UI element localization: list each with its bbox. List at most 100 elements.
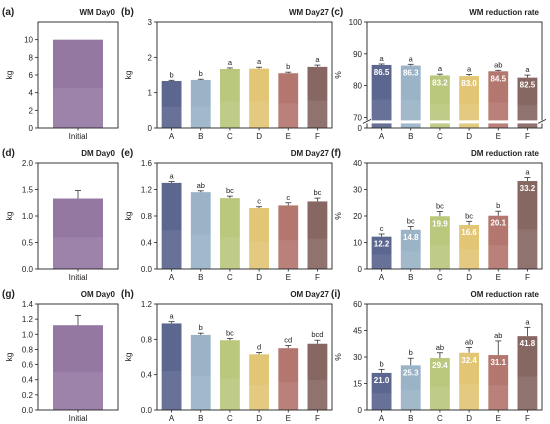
sig-letter: bc xyxy=(226,328,234,337)
bar-shade xyxy=(53,371,103,410)
panel-label: (h) xyxy=(121,289,134,300)
sig-letter: c xyxy=(286,193,290,202)
value-label: 41.8 xyxy=(520,339,536,348)
x-tick-label: B xyxy=(198,414,203,423)
plot-frame xyxy=(366,162,543,270)
x-tick-label: D xyxy=(466,132,472,141)
y-tick-label: 30 xyxy=(353,186,362,195)
bar xyxy=(161,81,182,128)
bar-shade xyxy=(190,234,211,269)
panel-f: (f) DM reduction rate c 12.2 Abc 14.8 Bbc 19.9 C… xyxy=(331,148,543,282)
y-axis-label: % xyxy=(333,353,343,361)
x-tick-label: B xyxy=(198,273,203,282)
x-tick-label: E xyxy=(496,414,501,423)
x-tick-label: E xyxy=(286,414,291,423)
sig-letter: ab xyxy=(436,343,444,352)
y-tick-label: 0.0 xyxy=(22,265,34,274)
x-tick-label: E xyxy=(286,273,291,282)
y-tick-label: 0 xyxy=(358,406,363,415)
y-tick-label: 0.4 xyxy=(22,376,34,385)
sig-letter: bc xyxy=(226,186,234,195)
bar-shade xyxy=(371,254,392,269)
x-tick-label: A xyxy=(169,132,175,141)
x-tick-label: C xyxy=(227,414,233,423)
bar xyxy=(53,198,103,269)
value-label: 82.5 xyxy=(520,81,536,90)
bar-shade xyxy=(220,378,240,410)
value-label: 14.8 xyxy=(403,233,419,242)
sig-letter: a xyxy=(525,317,530,326)
x-tick-label: F xyxy=(525,414,530,423)
y-tick-label: 1.2 xyxy=(22,315,34,324)
bar xyxy=(249,68,269,128)
sig-letter: b xyxy=(409,348,413,357)
sig-letter: bc xyxy=(436,201,444,210)
bar-shade xyxy=(459,104,479,128)
bar-shade xyxy=(307,380,328,410)
bar-shade xyxy=(190,376,211,410)
y-tick-label: 8 xyxy=(29,53,34,62)
panel-label: (i) xyxy=(331,289,340,300)
bar xyxy=(249,354,269,410)
x-tick-label: A xyxy=(379,132,385,141)
y-axis-label: kg xyxy=(123,352,133,361)
bar-shade xyxy=(371,393,392,410)
panel-c: (c) WM reduction rate a 86.5 Aa 86.3 Ba 83.2 Ca 8… xyxy=(331,7,547,141)
x-tick-label: E xyxy=(496,273,501,282)
value-label: 29.4 xyxy=(432,361,448,370)
value-label: 16.6 xyxy=(461,228,477,237)
y-tick-label: 0 xyxy=(358,265,363,274)
bar xyxy=(278,348,299,410)
x-tick-label: D xyxy=(466,273,472,282)
bar xyxy=(278,73,299,128)
x-tick-label: B xyxy=(198,132,203,141)
bar-shade xyxy=(249,241,269,269)
y-tick-label: 80 xyxy=(353,82,362,91)
x-tick-label: C xyxy=(227,132,233,141)
y-tick-label: 3 xyxy=(148,18,153,27)
bar xyxy=(53,325,103,410)
panel-title: OM reduction rate xyxy=(471,290,540,299)
axis-break-mark xyxy=(537,119,547,124)
y-tick-label: 70 xyxy=(353,113,362,122)
panel-title: OM Day0 xyxy=(81,290,116,299)
y-axis-label: kg xyxy=(123,211,133,220)
panel-label: (f) xyxy=(331,148,341,159)
plot-frame xyxy=(366,303,543,411)
bar xyxy=(371,64,392,128)
sig-letter: a xyxy=(169,172,174,181)
bar xyxy=(459,76,479,128)
x-tick-label: F xyxy=(315,132,320,141)
y-tick-label: 0.5 xyxy=(22,239,34,248)
y-tick-label: 0.0 xyxy=(141,406,153,415)
sig-letter: ab xyxy=(465,337,473,346)
panel-title: DM Day27 xyxy=(291,149,330,158)
y-tick-label: 0.0 xyxy=(22,406,34,415)
y-tick-label: 1 xyxy=(148,89,153,98)
sig-letter: cd xyxy=(284,336,292,345)
x-tick-label: Initial xyxy=(69,414,88,423)
sig-letter: b xyxy=(169,70,173,79)
x-tick-label: F xyxy=(315,273,320,282)
bar-shade xyxy=(459,249,479,269)
x-tick-label: D xyxy=(256,414,262,423)
panel-b: (b) WM Day27 b Ab Ba Ca Db Ea F 0 1 2 3 kg xyxy=(121,7,333,141)
y-tick-label: 0 xyxy=(29,124,34,133)
x-tick-label: B xyxy=(408,132,413,141)
sig-letter: a xyxy=(379,54,384,63)
bar xyxy=(400,65,421,128)
y-tick-label: 0.8 xyxy=(141,335,153,344)
bar xyxy=(307,66,328,128)
panel-label: (b) xyxy=(121,7,134,18)
bar-shade xyxy=(53,237,103,269)
bar-shade xyxy=(161,230,182,269)
sig-letter: a xyxy=(257,57,262,66)
sig-letter: bcd xyxy=(311,330,323,339)
bar xyxy=(278,205,299,269)
value-label: 84.5 xyxy=(490,74,506,83)
x-tick-label: E xyxy=(496,132,501,141)
bar xyxy=(220,198,240,269)
sig-letter: d xyxy=(257,343,261,352)
sig-letter: a xyxy=(409,54,414,63)
